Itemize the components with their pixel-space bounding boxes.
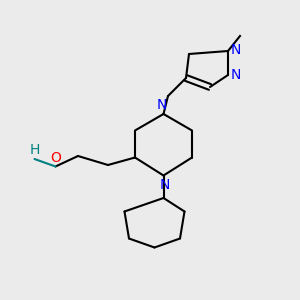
Text: N: N [160,178,170,192]
Text: N: N [157,98,167,112]
Text: N: N [231,43,242,56]
Text: N: N [231,68,242,82]
Text: H: H [29,143,40,158]
Text: O: O [50,151,61,165]
